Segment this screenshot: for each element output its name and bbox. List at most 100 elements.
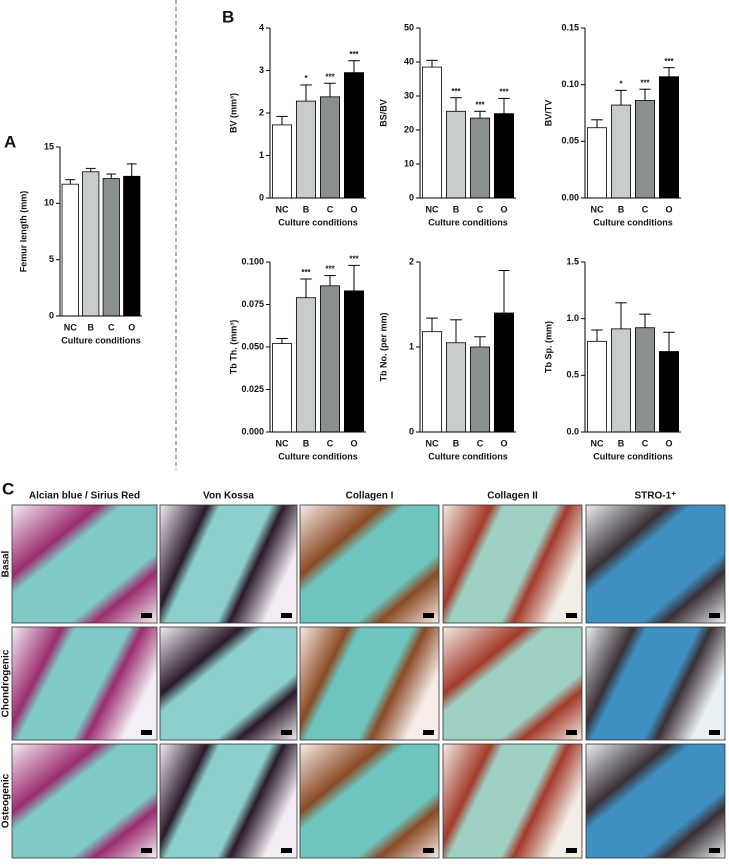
scale-bar bbox=[709, 848, 720, 853]
y-tick-label: 0.0 bbox=[566, 426, 579, 436]
bar bbox=[271, 343, 292, 433]
x-axis-label: Culture conditions bbox=[593, 217, 673, 227]
micrograph bbox=[11, 743, 158, 859]
x-tick-label: NC bbox=[276, 438, 289, 448]
column-header: Collagen II bbox=[487, 491, 538, 502]
bar bbox=[421, 66, 442, 199]
bar bbox=[102, 178, 120, 317]
bar bbox=[271, 124, 292, 199]
micrograph bbox=[159, 743, 298, 859]
x-tick-label: C bbox=[327, 204, 334, 214]
significance: *** bbox=[325, 265, 335, 274]
x-tick-label: B bbox=[303, 438, 310, 448]
x-axis-label: Culture conditions bbox=[428, 451, 508, 461]
row-label: Chondrogenic bbox=[1, 649, 12, 717]
significance: *** bbox=[301, 268, 311, 277]
y-tick-label: 20 bbox=[404, 124, 414, 134]
y-tick-label: 0.15 bbox=[561, 22, 579, 32]
y-tick-label: 10 bbox=[404, 158, 414, 168]
x-tick-label: B bbox=[453, 204, 460, 214]
x-tick-label: C bbox=[642, 204, 649, 214]
scale-bar bbox=[566, 848, 577, 853]
x-tick-label: O bbox=[128, 322, 135, 332]
micrograph bbox=[299, 626, 440, 741]
significance: *** bbox=[664, 57, 674, 66]
bar bbox=[123, 175, 141, 317]
significance: *** bbox=[325, 72, 335, 81]
x-tick-label: B bbox=[453, 438, 460, 448]
micrograph bbox=[299, 504, 440, 624]
scale-bar bbox=[281, 730, 292, 735]
y-tick-label: 10 bbox=[44, 198, 54, 208]
x-axis-label: Culture conditions bbox=[593, 451, 673, 461]
y-tick-label: 0.00 bbox=[561, 192, 579, 202]
bar bbox=[61, 183, 79, 317]
micrograph bbox=[442, 743, 583, 859]
bar bbox=[587, 127, 608, 199]
x-tick-label: NC bbox=[276, 204, 289, 214]
y-tick-label: 0.100 bbox=[241, 256, 264, 266]
y-tick-label: 0.000 bbox=[241, 426, 264, 436]
bar bbox=[319, 96, 340, 199]
x-tick-label: C bbox=[642, 438, 649, 448]
y-tick-label: 2 bbox=[409, 256, 414, 266]
significance: * bbox=[304, 74, 308, 83]
scale-bar bbox=[566, 613, 577, 618]
y-tick-label: 4 bbox=[259, 22, 264, 32]
y-tick-label: 50 bbox=[404, 22, 414, 32]
y-tick-label: 0 bbox=[409, 192, 414, 202]
micrograph bbox=[159, 504, 298, 624]
x-tick-label: NC bbox=[591, 438, 604, 448]
y-tick-label: 0 bbox=[409, 426, 414, 436]
column-header: Alcian blue / Sirius Red bbox=[29, 491, 140, 502]
significance: *** bbox=[451, 87, 461, 96]
micrograph bbox=[11, 504, 158, 624]
bar bbox=[587, 340, 608, 433]
x-tick-label: NC bbox=[426, 204, 439, 214]
bar bbox=[295, 297, 316, 433]
bar bbox=[493, 312, 514, 433]
x-tick-label: O bbox=[665, 204, 672, 214]
bar bbox=[469, 346, 490, 433]
x-tick-label: O bbox=[500, 438, 507, 448]
bar bbox=[295, 100, 316, 199]
y-tick-label: 0.025 bbox=[241, 384, 264, 394]
bar bbox=[343, 72, 364, 199]
scale-bar bbox=[281, 848, 292, 853]
bar bbox=[445, 110, 466, 199]
y-tick-label: 0.050 bbox=[241, 341, 264, 351]
y-tick-label: 15 bbox=[44, 141, 54, 151]
x-axis-label: Culture conditions bbox=[428, 217, 508, 227]
scale-bar bbox=[566, 730, 577, 735]
y-tick-label: 1 bbox=[409, 341, 414, 351]
y-tick-label: 40 bbox=[404, 56, 414, 66]
y-tick-label: 2 bbox=[259, 107, 264, 117]
y-axis-label: Tb No. (per mm) bbox=[378, 312, 388, 381]
micrograph bbox=[299, 743, 440, 859]
x-tick-label: B bbox=[618, 438, 625, 448]
y-tick-label: 0.05 bbox=[561, 136, 579, 146]
bar bbox=[82, 171, 100, 317]
y-axis-label: BV/TV bbox=[543, 100, 553, 127]
micrograph bbox=[585, 626, 726, 741]
y-tick-label: 0 bbox=[259, 192, 264, 202]
micrograph bbox=[585, 504, 726, 624]
row-label: Basal bbox=[1, 550, 12, 577]
x-tick-label: B bbox=[88, 322, 95, 332]
micrograph bbox=[442, 504, 583, 624]
significance: *** bbox=[475, 100, 485, 109]
y-tick-label: 0.075 bbox=[241, 299, 264, 309]
bar bbox=[659, 76, 680, 199]
x-tick-label: O bbox=[350, 204, 357, 214]
micrograph bbox=[442, 626, 583, 741]
y-tick-label: 0 bbox=[49, 310, 54, 320]
x-tick-label: O bbox=[500, 204, 507, 214]
y-tick-label: 1 bbox=[259, 150, 264, 160]
x-axis-label: Culture conditions bbox=[278, 451, 358, 461]
scale-bar bbox=[281, 613, 292, 618]
x-tick-label: C bbox=[477, 438, 484, 448]
y-tick-label: 5 bbox=[49, 254, 54, 264]
significance: * bbox=[619, 79, 623, 88]
bar bbox=[635, 100, 656, 199]
